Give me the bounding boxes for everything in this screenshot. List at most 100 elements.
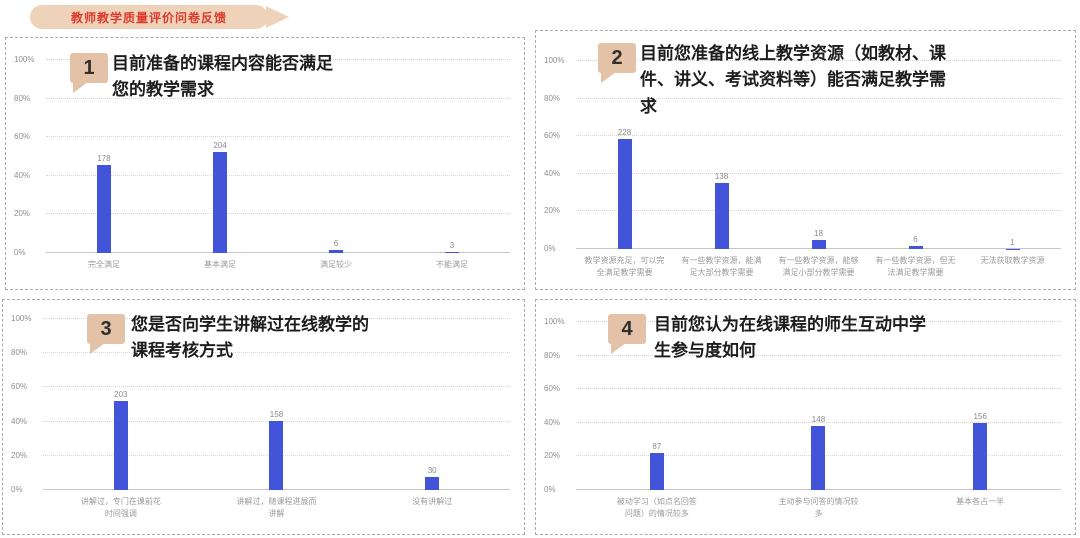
y-axis-tick: 60% [544,384,561,394]
y-axis-tick: 40% [14,170,31,180]
x-axis-label: 完全满足 [88,260,120,269]
y-axis-tick: 80% [11,348,28,358]
bar [269,420,284,490]
y-axis-tick: 20% [14,209,31,219]
grid-line [43,352,510,354]
bar [714,182,729,249]
y-axis-tick: 100% [544,56,565,65]
grid-line [576,172,1061,174]
question-title: 目前准备的课程内容能否满足您的教学需求 [112,54,333,100]
bar [617,139,632,249]
bar [973,422,988,490]
y-axis-tick: 80% [544,93,561,103]
question-number: 3 [100,317,112,340]
question-title: 您是否向学生讲解过在线教学的课程考核方式 [131,315,369,361]
bar [213,152,227,253]
y-axis-tick: 0% [11,485,23,494]
bar-value-label: 87 [652,441,662,451]
bar-value-label: 204 [213,141,227,151]
bar [649,452,664,490]
chart-panel-1: 100% 80% 60% 40% 20% 0% 178 完全满足 204 基本满足 6 满足较少 3 不… [5,37,525,290]
plot-area: 178 完全满足 204 基本满足 6 满足较少 3 不能满足 [46,59,510,269]
bar [329,250,343,253]
question-number-badge: 4 [608,314,646,354]
x-axis-label: 满足较少 [320,260,352,269]
bar-value-label: 18 [814,229,823,239]
grid-line [46,252,510,253]
bar-slot: 203 讲解过，专门在课前花时间强调 [43,319,199,518]
grid-line [576,321,1061,322]
grid-line [576,135,1061,137]
bar-slot: 148 主动参与问答的情况较多 [738,322,900,518]
bar-slot: 1 无法获取教学资源 [964,61,1061,265]
y-axis-tick: 60% [14,132,31,142]
grid-line [43,386,510,388]
grid-line [576,421,1061,423]
x-axis-label: 主动参与问答的情况较多 [778,497,859,519]
y-axis-tick: 100% [544,317,565,326]
bar-slot: 156 基本各占一半 [899,322,1061,506]
header-banner: 教师教学质量评价问卷反馈 [30,5,289,29]
bar [811,240,826,249]
y-axis-tick: 0% [544,244,556,253]
question-number: 1 [83,56,95,79]
y-axis-tick: 20% [11,450,28,460]
bar [908,246,923,249]
y-axis-tick: 100% [14,55,35,64]
bar [811,426,826,490]
y-axis-tick: 20% [544,206,561,216]
bar-slot: 6 有一些教学资源，但无法满足教学需要 [867,61,964,277]
bar-slot: 18 有一些教学资源，能够满足小部分教学需要 [770,61,867,277]
plot-area: 203 讲解过，专门在课前花时间强调 158 讲解过，随课程进展而讲解 30 没有讲解过 [43,318,510,518]
bar-value-label: 148 [811,415,826,425]
chart-panel-3: 100% 80% 60% 40% 20% 0% 203 讲解过，专门在课前花时间强调 158 讲… [2,299,525,535]
x-axis-label: 没有讲解过 [412,497,453,506]
y-axis-tick: 0% [14,248,26,257]
bar-slot: 158 讲解过，随课程进展而讲解 [199,319,355,518]
grid-line [46,59,510,60]
x-axis-label: 不能满足 [436,260,468,269]
bar-value-label: 178 [97,154,111,164]
y-axis-tick: 0% [544,485,556,494]
x-axis-label: 基本满足 [204,260,236,269]
x-axis-label: 被动学习（如点名回答问题）的情况较多 [616,497,697,519]
bar-value-label: 3 [449,240,455,250]
bar-slot: 30 没有讲解过 [354,319,510,506]
bar-value-label: 30 [427,465,437,475]
y-axis: 100% 80% 60% 40% 20% 0% [544,317,572,494]
bar-slot: 87 被动学习（如点名回答问题）的情况较多 [576,322,738,519]
grid-line [576,388,1061,390]
y-axis-tick: 100% [11,314,32,323]
bar-slot: 6 满足较少 [278,60,394,269]
x-axis-label: 基本各占一半 [956,497,1005,506]
grid-line [46,136,510,138]
bar [97,165,111,253]
question-number: 4 [621,317,633,340]
bar-value-label: 6 [913,235,918,245]
bar-slot: 178 完全满足 [46,60,162,269]
plot-area: 228 教学资源充足，可以完全满足教学需要 138 有一些教学资源，能满足大部分教学需… [576,60,1061,277]
bar [445,251,459,253]
bar-value-label: 138 [714,171,729,181]
question-title: 目前您认为在线课程的师生互动中学生参与度如何 [654,315,926,361]
question-number-badge: 1 [70,53,108,93]
header-banner-label: 教师教学质量评价问卷反馈 [70,10,227,25]
y-axis-tick: 40% [11,416,28,426]
grid-line [46,174,510,176]
question-number: 2 [611,46,623,69]
x-axis-label: 无法获取教学资源 [980,256,1045,265]
bar-value-label: 1 [1010,237,1015,247]
y-axis: 100% 80% 60% 40% 20% 0% [14,55,42,257]
x-axis-label: 有一些教学资源，能够满足小部分教学需要 [778,256,859,278]
chart-panel-2: 100% 80% 60% 40% 20% 0% 228 教学资源充足，可以完全满足教学需要 1… [535,30,1076,290]
grid-line [46,97,510,99]
y-axis-tick: 20% [544,451,561,461]
chart-panel-4: 100% 80% 60% 40% 20% 0% 87 被动学习（如点名回答问题）的情况较多 1… [535,299,1076,535]
bar-value-label: 203 [114,390,128,400]
y-axis-tick: 60% [11,382,28,392]
bar-slot: 3 不能满足 [394,60,510,269]
grid-line [43,318,510,319]
plot-area: 87 被动学习（如点名回答问题）的情况较多 148 主动参与问答的情况较多 156 基本各… [576,321,1061,519]
bar-value-label: 158 [269,409,284,419]
grid-line [576,60,1061,61]
